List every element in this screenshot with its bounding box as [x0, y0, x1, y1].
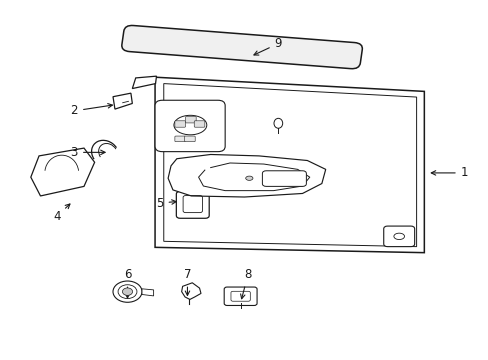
Polygon shape: [113, 93, 132, 109]
Polygon shape: [181, 283, 201, 300]
Polygon shape: [132, 76, 156, 89]
Text: 6: 6: [123, 269, 131, 298]
FancyBboxPatch shape: [175, 121, 185, 127]
FancyBboxPatch shape: [175, 136, 185, 142]
Text: 1: 1: [430, 166, 467, 179]
FancyBboxPatch shape: [262, 171, 306, 186]
Text: 5: 5: [156, 197, 176, 210]
FancyBboxPatch shape: [185, 117, 196, 123]
FancyBboxPatch shape: [155, 100, 224, 152]
Text: 7: 7: [183, 269, 191, 296]
Text: 9: 9: [253, 37, 282, 55]
Polygon shape: [31, 148, 95, 196]
FancyBboxPatch shape: [224, 287, 257, 306]
Text: 2: 2: [70, 104, 112, 117]
Text: 4: 4: [53, 204, 70, 222]
FancyBboxPatch shape: [184, 136, 195, 142]
Ellipse shape: [245, 176, 252, 180]
FancyBboxPatch shape: [383, 226, 414, 247]
Text: 8: 8: [240, 269, 251, 299]
Polygon shape: [155, 77, 424, 253]
Polygon shape: [168, 154, 325, 197]
Ellipse shape: [122, 288, 132, 295]
FancyBboxPatch shape: [122, 26, 362, 69]
FancyBboxPatch shape: [176, 192, 209, 218]
FancyBboxPatch shape: [194, 121, 204, 127]
Text: 3: 3: [70, 146, 105, 159]
Polygon shape: [142, 289, 153, 296]
Ellipse shape: [113, 281, 142, 302]
